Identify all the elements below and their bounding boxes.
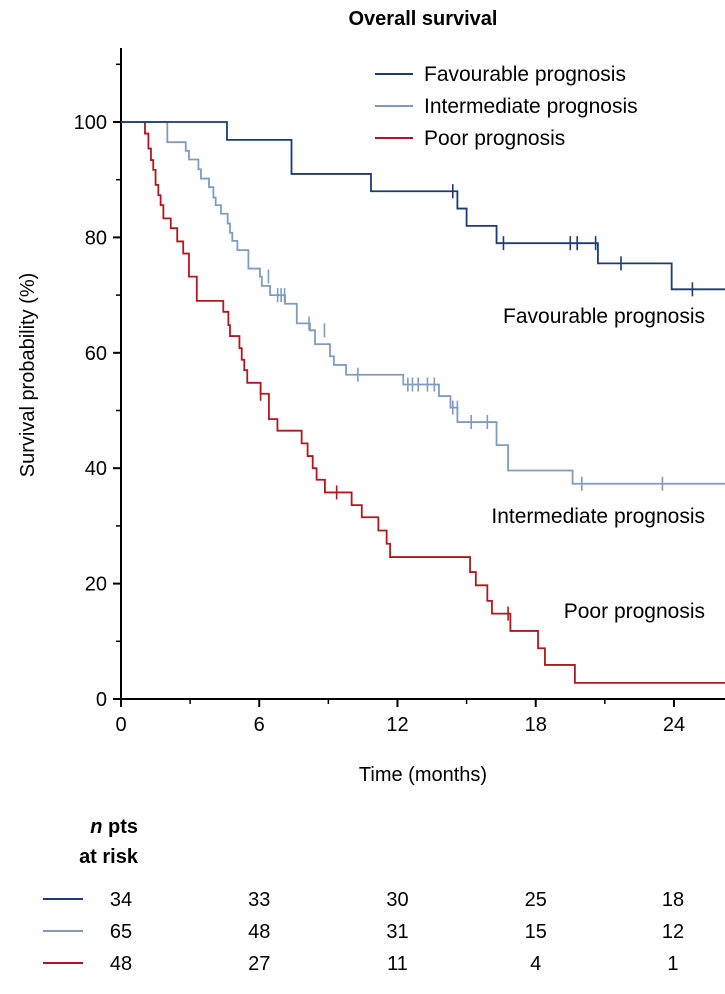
risk-table-title-line2: at risk (79, 846, 139, 868)
survival-curve-poor (121, 121, 725, 684)
chart-title: Overall survival (349, 8, 498, 30)
risk-value: 25 (525, 889, 547, 911)
x-tick-label: 12 (386, 714, 408, 736)
y-tick-label: 0 (96, 689, 107, 711)
legend-label: Favourable prognosis (424, 63, 626, 86)
risk-value: 18 (662, 889, 684, 911)
x-tick-label: 24 (663, 714, 685, 736)
x-axis-label: Time (months) (359, 764, 487, 786)
risk-value: 33 (248, 889, 270, 911)
risk-value: 15 (525, 921, 547, 943)
axes: 0 20 40 60 80 100 0 6 12 18 24 (74, 48, 725, 736)
legend-label: Poor prognosis (424, 127, 565, 150)
annotation-intermediate: Intermediate prognosis (491, 505, 705, 528)
risk-value: 12 (662, 921, 684, 943)
x-tick-label: 6 (254, 714, 265, 736)
risk-value: 30 (386, 889, 408, 911)
y-tick-label: 20 (85, 574, 107, 596)
risk-value: 27 (248, 953, 270, 975)
risk-value: 4 (530, 953, 541, 975)
risk-title-pts: pts (102, 816, 138, 838)
y-tick-label: 40 (85, 458, 107, 480)
risk-table: 34 33 30 25 18 65 48 31 15 12 48 27 11 4 1 (43, 889, 684, 975)
survival-curve-favourable (121, 121, 725, 291)
y-tick-label: 60 (85, 343, 107, 365)
legend: Favourable prognosis Intermediate prognos… (375, 63, 638, 150)
x-tick-label: 0 (115, 714, 126, 736)
curves (121, 121, 725, 684)
risk-value: 31 (386, 921, 408, 943)
risk-value: 65 (110, 921, 132, 943)
risk-value: 1 (667, 953, 678, 975)
legend-label: Intermediate prognosis (424, 95, 638, 118)
annotation-poor: Poor prognosis (564, 600, 705, 623)
y-axis-label: Survival probability (%) (17, 273, 39, 478)
x-tick-label: 18 (525, 714, 547, 736)
risk-value: 48 (110, 953, 132, 975)
annotation-favourable: Favourable prognosis (503, 305, 705, 328)
risk-value: 48 (248, 921, 270, 943)
risk-title-n: n (90, 816, 102, 838)
risk-value: 11 (387, 953, 408, 975)
risk-table-title: n pts (90, 816, 138, 838)
risk-value: 34 (110, 889, 132, 911)
y-tick-label: 80 (85, 227, 107, 249)
y-tick-label: 100 (74, 112, 107, 134)
survival-curve-intermediate (121, 121, 725, 485)
